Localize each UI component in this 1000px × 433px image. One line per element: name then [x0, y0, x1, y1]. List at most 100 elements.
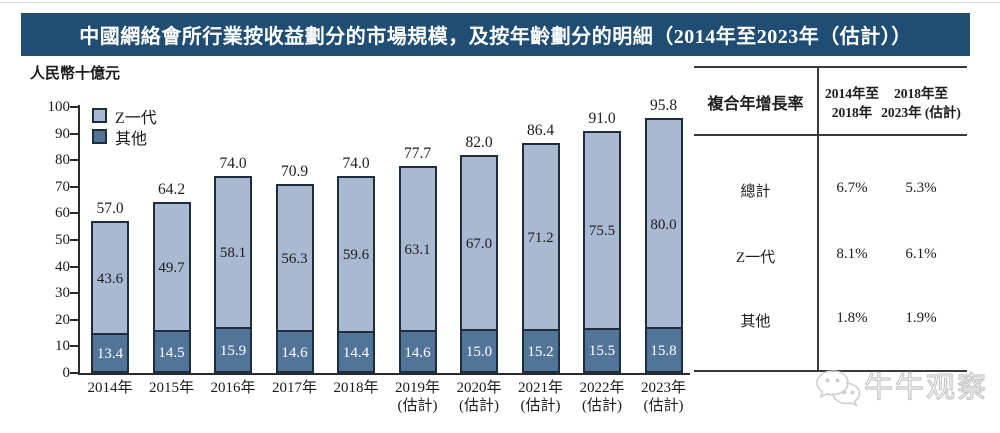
stacked-bar: [337, 176, 375, 373]
x-axis-category-sublabel: (估計): [582, 398, 622, 414]
bar-total-label: 82.0: [465, 133, 493, 151]
y-tick-label: 50: [55, 232, 70, 248]
legend-item-z-generation: Z一代: [92, 105, 157, 127]
stacked-bar: [91, 221, 129, 373]
y-tick-mark: [70, 265, 78, 268]
legend-label: Z一代: [115, 109, 157, 127]
stacked-bar: [214, 176, 252, 373]
watermark: 牛牛观察: [812, 368, 988, 412]
bar-z-value-label: 71.2: [527, 229, 554, 246]
x-axis-category-label: 2018年: [333, 380, 379, 396]
bar-segment-other: [216, 326, 250, 371]
bar-segment-other: [154, 330, 189, 371]
chart-legend: Z一代 其他: [92, 105, 157, 148]
stacked-bar: [398, 166, 437, 373]
bar-other-value-label: 14.4: [342, 344, 370, 361]
y-tick-mark: [70, 132, 78, 135]
x-axis-category-label: 2017年: [271, 380, 317, 396]
stacked-bar: [644, 118, 683, 373]
x-axis-category-label: 2015年: [148, 380, 194, 396]
bar-total-label: 74.0: [342, 155, 370, 173]
bar-segment-other: [93, 333, 127, 371]
y-tick-label: 0: [62, 365, 71, 381]
stacked-bar: [152, 202, 191, 373]
bar-z-value-label: 58.1: [219, 245, 247, 262]
stacked-bar: [521, 143, 560, 373]
x-axis-category-label: 2014年: [87, 380, 133, 396]
y-tick-mark: [70, 345, 78, 348]
stacked-bar: [275, 184, 314, 373]
bar-segment-other: [339, 330, 373, 371]
table-col-header-2018-2023: 2018年至 2023年 (估計): [881, 86, 961, 120]
bar-total-label: 95.8: [649, 97, 678, 115]
bar-segment-other: [462, 329, 496, 371]
x-axis-category-sublabel: (估計): [459, 398, 499, 414]
bar-other-value-label: 14.6: [404, 344, 431, 361]
legend-swatch-z-generation: [92, 108, 107, 123]
legend-swatch-other: [92, 129, 107, 144]
table-col-header-2014-2018: 2014年至 2018年: [825, 86, 879, 120]
bar-total-label: 64.2: [157, 181, 186, 199]
x-axis-category-label: 2020年: [456, 380, 502, 396]
wechat-chat-bubbles-icon: [816, 370, 861, 407]
table-header-divider: [694, 134, 967, 136]
x-axis-line: [78, 373, 690, 375]
watermark-text: 牛牛观察: [863, 371, 989, 404]
x-axis-category-label: 2019年: [394, 380, 440, 396]
y-tick-label: 100: [47, 99, 71, 115]
chart-title: 中國網絡會所行業按收益劃分的市場規模，及按年齡劃分的明細（2014年至2023年…: [79, 26, 912, 48]
bar-segment-other: [646, 326, 681, 371]
y-tick-label: 20: [55, 311, 70, 328]
bar-other-value-label: 15.0: [465, 344, 493, 361]
x-axis-category-label: 2021年: [517, 380, 563, 396]
bar-other-value-label: 15.8: [650, 342, 677, 359]
x-axis-category-sublabel: (估計): [520, 398, 561, 414]
y-tick-label: 90: [55, 125, 70, 142]
bar-segment-other: [400, 330, 435, 371]
y-tick-label: 60: [55, 205, 70, 222]
bar-z-value-label: 75.5: [588, 223, 616, 240]
bar-total-label: 77.7: [403, 145, 432, 163]
y-tick-label: 80: [55, 152, 70, 169]
chart-title-banner: 中國網絡會所行業按收益劃分的市場規模，及按年齡劃分的明細（2014年至2023年…: [21, 13, 970, 56]
y-tick-label: 40: [55, 258, 70, 275]
y-tick-mark: [70, 212, 78, 215]
stacked-bar: [583, 130, 621, 373]
y-tick-mark: [70, 372, 78, 374]
x-axis-category-sublabel: (估計): [397, 398, 438, 414]
bar-total-label: 74.0: [219, 155, 247, 173]
bar-total-label: 57.0: [96, 200, 124, 218]
y-tick-mark: [70, 106, 78, 108]
y-tick-label: 70: [55, 178, 70, 195]
bar-z-value-label: 49.7: [158, 260, 185, 277]
bar-z-value-label: 56.3: [281, 251, 308, 268]
y-tick-label: 10: [55, 338, 70, 355]
bar-total-label: 86.4: [526, 122, 555, 140]
bar-z-value-label: 59.6: [342, 247, 370, 264]
y-tick-mark: [70, 159, 78, 162]
table-top-border: [694, 66, 967, 68]
bar-other-value-label: 15.5: [588, 343, 616, 360]
y-tick-label: 30: [55, 285, 70, 302]
bar-other-value-label: 15.2: [527, 343, 554, 360]
bar-total-label: 91.0: [588, 109, 616, 127]
x-axis-category-label: 2023年: [640, 380, 686, 396]
legend-item-other: 其他: [92, 126, 157, 148]
bar-other-value-label: 13.4: [96, 346, 124, 363]
y-axis-unit-label: 人民幣十億元: [30, 66, 121, 82]
bar-segment-other: [523, 328, 558, 371]
x-axis-category-label: 2022年: [579, 380, 625, 396]
bar-segment-other: [277, 330, 312, 371]
bar-segment-other: [585, 327, 619, 371]
stacked-bar: [460, 154, 498, 373]
table-column-divider: [817, 66, 819, 372]
bar-other-value-label: 15.9: [219, 342, 247, 359]
y-tick-mark: [70, 185, 78, 188]
legend-label: 其他: [115, 130, 148, 148]
y-tick-mark: [70, 292, 78, 295]
bar-z-value-label: 67.0: [465, 235, 493, 252]
bar-z-value-label: 63.1: [404, 242, 431, 259]
bar-z-value-label: 80.0: [650, 216, 677, 233]
bar-other-value-label: 14.5: [158, 344, 185, 361]
y-tick-mark: [70, 318, 78, 321]
